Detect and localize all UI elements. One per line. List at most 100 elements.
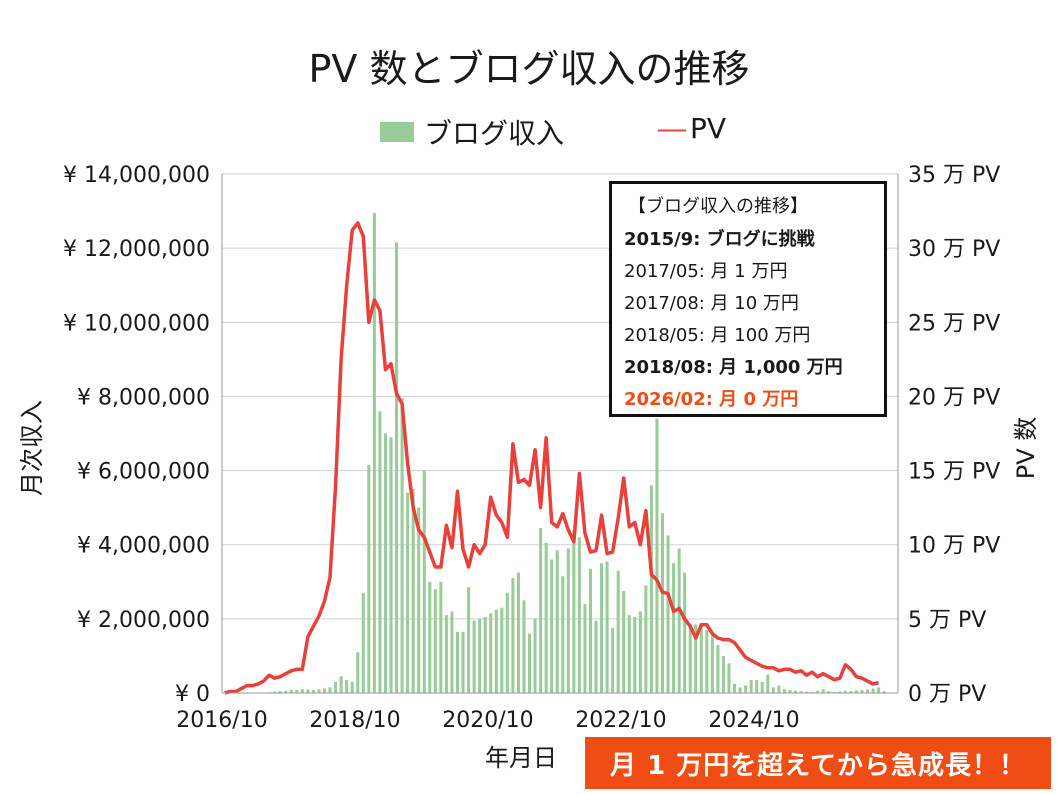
income-bar <box>494 609 498 693</box>
income-bar <box>583 604 587 693</box>
income-bar <box>317 689 321 693</box>
income-bar <box>771 687 775 693</box>
income-bar <box>411 489 415 693</box>
income-bar <box>860 690 864 693</box>
income-bar <box>328 687 332 693</box>
income-bar <box>594 620 598 693</box>
milestone-latest: 2026/02: 月 0 万円 <box>624 389 799 410</box>
income-bar <box>843 690 847 693</box>
right-tick-label: 30 万 PV <box>908 237 1000 262</box>
income-bar <box>522 600 526 693</box>
milestone-title: 【ブログ収入の推移】 <box>628 196 808 217</box>
income-bar <box>633 617 637 693</box>
right-axis-ticks: 0 万 PV 5 万 PV 10 万 PV 15 万 PV 20 万 PV 25 万 PV… <box>908 163 1000 707</box>
x-tick-label: 2018/10 <box>309 708 400 733</box>
income-bar <box>821 689 825 693</box>
income-bar <box>877 687 881 693</box>
right-tick-label: 15 万 PV <box>908 460 1000 485</box>
income-bar <box>450 611 454 693</box>
legend-swatch-income <box>380 122 414 142</box>
chart-title: PV 数とブログ収入の推移 <box>308 47 750 91</box>
income-bar <box>472 620 476 693</box>
income-bar <box>372 212 376 694</box>
right-tick-label: 5 万 PV <box>908 608 986 633</box>
income-bar <box>505 592 509 693</box>
income-bar <box>616 570 620 693</box>
income-bar <box>478 618 482 693</box>
income-bar <box>356 652 360 693</box>
left-tick-label: ¥ 4,000,000 <box>77 534 210 559</box>
income-bar <box>334 681 338 693</box>
income-bar <box>555 550 559 693</box>
income-bar <box>467 587 471 693</box>
income-bar <box>528 633 532 693</box>
income-bar <box>854 690 858 693</box>
left-tick-label: ¥ 2,000,000 <box>77 608 210 633</box>
income-bar <box>721 655 725 693</box>
legend-item-income: ブログ収入 <box>380 112 564 152</box>
growth-callout: 月 1 万円を超えてから急成長！！ <box>585 737 1051 789</box>
income-bar <box>683 572 687 693</box>
income-bar <box>810 691 814 693</box>
income-bar <box>716 644 720 693</box>
income-bar <box>544 542 548 693</box>
milestone-10man: 2017/08: 月 10 万円 <box>624 293 799 314</box>
income-bar <box>600 563 604 693</box>
income-bar <box>572 529 576 693</box>
income-bar <box>483 617 487 693</box>
legend: ブログ収入 ― PV <box>0 112 1058 152</box>
income-bar <box>832 691 836 693</box>
y-axis-title-right: PV 数 <box>1012 417 1040 480</box>
income-bar <box>383 433 387 693</box>
milestone-box: 【ブログ収入の推移】 2015/9: ブログに挑戦 2017/05: 月 1 万… <box>609 181 887 417</box>
income-bar <box>461 631 465 693</box>
income-bar <box>378 411 382 693</box>
income-bar <box>439 581 443 693</box>
left-tick-label: ¥ 10,000,000 <box>63 311 210 336</box>
income-bar <box>766 674 770 693</box>
income-bar <box>300 689 304 693</box>
income-bar <box>489 613 493 693</box>
income-bar <box>622 591 626 693</box>
legend-label-income: ブログ収入 <box>424 117 565 150</box>
income-bar <box>672 563 676 693</box>
income-bar <box>367 465 371 693</box>
income-bar <box>295 690 299 693</box>
legend-marker-pv: ― <box>658 112 686 145</box>
income-bar <box>395 242 399 693</box>
right-tick-label: 10 万 PV <box>908 534 1000 559</box>
left-tick-label: ¥ 0 <box>175 682 210 707</box>
income-bar <box>677 548 681 693</box>
income-bar <box>588 568 592 693</box>
income-bar <box>744 685 748 693</box>
income-bar <box>417 507 421 693</box>
left-tick-label: ¥ 6,000,000 <box>77 460 210 485</box>
milestone-100man: 2018/05: 月 100 万円 <box>624 325 811 346</box>
x-tick-label: 2022/10 <box>575 708 666 733</box>
income-bar <box>406 492 410 693</box>
income-bar <box>666 535 670 693</box>
income-bar <box>322 688 327 693</box>
income-bar <box>777 685 781 693</box>
income-bar <box>755 680 759 693</box>
income-bar <box>566 548 570 693</box>
income-bar <box>799 691 803 693</box>
income-bar <box>339 676 343 693</box>
legend-item-pv: ― PV <box>658 112 726 145</box>
income-bar <box>649 485 653 693</box>
income-bar <box>694 624 698 693</box>
left-tick-label: ¥ 14,000,000 <box>63 163 210 188</box>
right-tick-label: 35 万 PV <box>908 163 1000 188</box>
income-bar <box>638 611 642 693</box>
x-axis-title: 年月日 <box>485 744 557 772</box>
x-axis-ticks: 2016/10 2018/10 2020/10 2022/10 2024/10 <box>176 708 799 733</box>
income-bar <box>710 635 714 693</box>
income-bar <box>361 592 365 693</box>
income-bar <box>705 629 709 693</box>
income-bar <box>500 607 504 693</box>
income-bar <box>827 691 831 693</box>
income-bar <box>539 528 543 693</box>
milestone-start: 2015/9: ブログに挑戦 <box>624 229 815 250</box>
income-bar <box>660 513 665 693</box>
income-bar <box>760 681 764 693</box>
